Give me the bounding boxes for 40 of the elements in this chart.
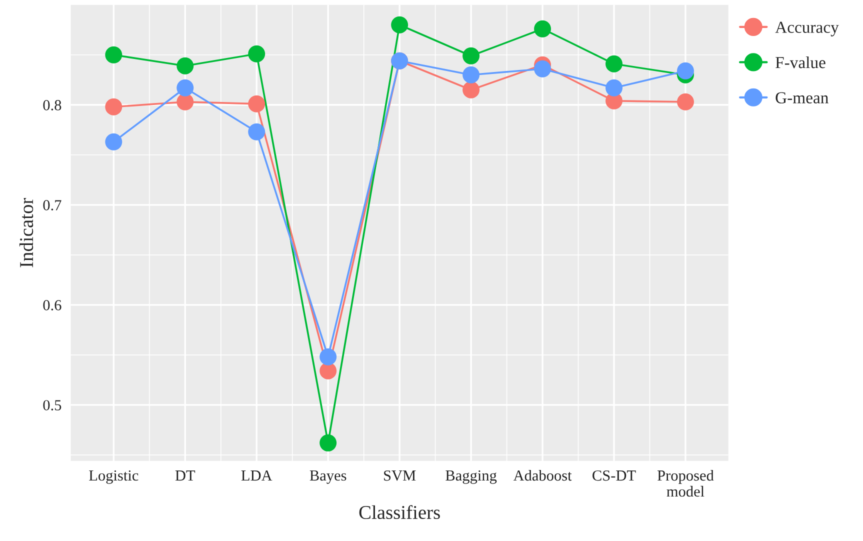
x-tick-label: SVM	[384, 470, 416, 481]
point	[176, 93, 194, 110]
y-axis-title: Indicator	[19, 198, 34, 268]
point	[606, 79, 623, 96]
y-tick-label: 0.7	[43, 200, 62, 210]
point	[320, 348, 337, 366]
point	[606, 55, 623, 72]
x-tick-label: LDA	[241, 470, 272, 481]
x-tick-label: Bagging	[446, 470, 497, 484]
point	[248, 95, 266, 112]
point	[534, 60, 552, 78]
point	[462, 66, 480, 84]
point	[320, 434, 337, 452]
point	[248, 123, 266, 140]
x-axis-title: Classifiers	[359, 505, 440, 520]
x-tick-label: Logistic	[89, 470, 138, 484]
x-tick-label: Bayes	[310, 470, 346, 484]
x-tick-label: Adaboost	[513, 470, 572, 481]
legend-label: F-value	[776, 56, 826, 68]
point	[105, 133, 122, 150]
legend-label: G-mean	[776, 92, 828, 104]
point	[105, 98, 122, 116]
point	[391, 16, 408, 34]
point	[534, 20, 552, 38]
point	[176, 79, 194, 96]
point	[462, 81, 480, 98]
point	[676, 93, 694, 110]
y-tick-label: 0.8	[43, 100, 62, 110]
x-tick-label: DT	[175, 470, 196, 481]
x-tick-label: Proposed model	[657, 470, 714, 497]
point	[176, 57, 194, 74]
x-tick-label: CS-DT	[592, 470, 636, 481]
legend-label: Accuracy	[775, 22, 839, 36]
point	[320, 362, 337, 380]
point	[248, 45, 266, 62]
y-tick-label: 0.6	[43, 300, 62, 310]
point	[462, 47, 480, 64]
y-tick-label: 0.5	[43, 400, 62, 410]
point	[105, 46, 122, 64]
point	[676, 62, 694, 80]
